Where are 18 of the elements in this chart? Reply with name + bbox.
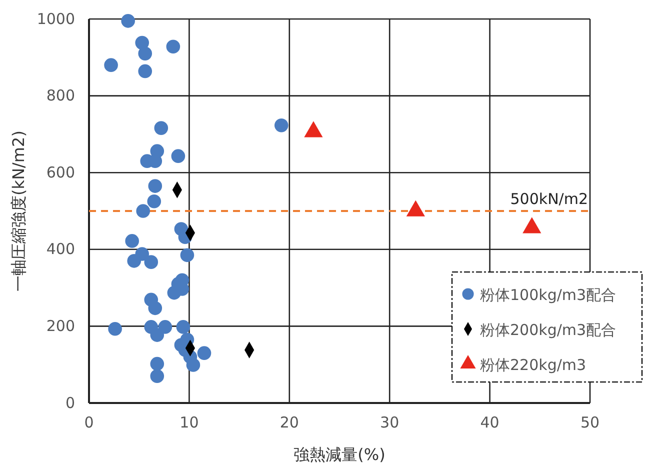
- x-tick-label: 0: [84, 414, 94, 432]
- legend-label: 粉体200kg/m3配合: [480, 321, 616, 339]
- x-tick-label: 10: [180, 414, 199, 432]
- x-tick-label: 50: [580, 414, 600, 432]
- x-tick-label: 30: [380, 414, 400, 432]
- legend-label: 粉体220kg/m3: [480, 356, 586, 374]
- y-axis-title: 一軸圧縮強度(kN/m2): [9, 130, 28, 292]
- y-tick-label: 400: [46, 240, 75, 258]
- legend-label: 粉体100kg/m3配合: [480, 286, 616, 304]
- y-tick-label: 1000: [36, 10, 75, 28]
- x-tick-label: 40: [480, 414, 500, 432]
- y-tick-label: 800: [46, 86, 75, 105]
- y-tick-label: 200: [46, 317, 75, 335]
- ref-line-label: 500kN/m2: [510, 190, 588, 208]
- x-tick-label: 20: [280, 414, 299, 432]
- y-tick-label: 600: [46, 163, 75, 182]
- x-axis-title: 強熱減量(%): [294, 445, 386, 464]
- y-tick-label: 0: [65, 394, 75, 412]
